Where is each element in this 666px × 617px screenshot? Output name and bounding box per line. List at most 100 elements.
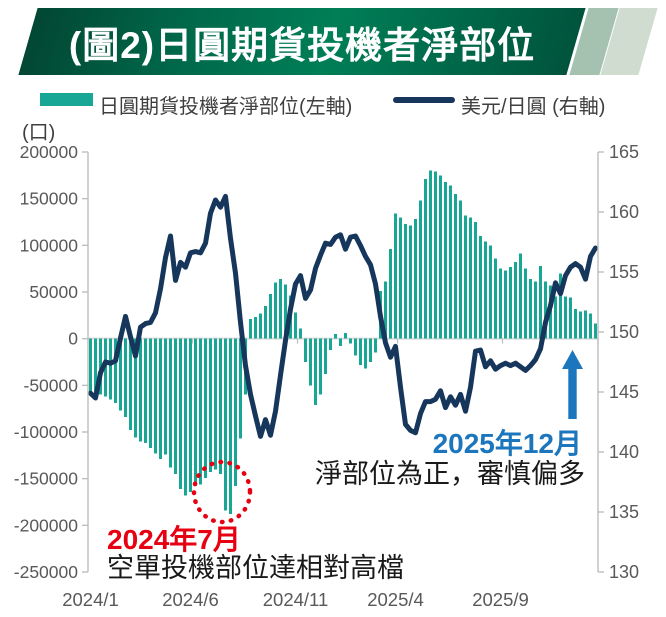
left-axis-unit-label: (口) — [22, 122, 56, 144]
right-axis-tick-label: 165 — [609, 142, 639, 162]
bar — [533, 281, 538, 339]
bar — [493, 258, 498, 339]
left-axis-tick-label: -50000 — [24, 375, 79, 395]
bar — [358, 338, 363, 365]
bar — [258, 313, 263, 339]
left-axis-tick-label: 200000 — [20, 142, 79, 162]
legend-line-swatch-icon — [393, 97, 455, 103]
bar — [443, 181, 448, 339]
bar — [518, 253, 523, 339]
bar — [198, 338, 203, 485]
bar — [498, 268, 503, 339]
bar — [248, 319, 253, 339]
x-axis-tick-label: 2024/11 — [263, 589, 329, 610]
annotation-blue-date: 2025年12月 — [432, 428, 582, 459]
right-axis-tick-label: 140 — [609, 442, 639, 462]
bar — [508, 266, 513, 339]
x-axis-tick-label: 2024/1 — [62, 589, 119, 610]
left-axis: 200000 150000 100000 50000 0 -50000 -100000 -15… — [14, 142, 89, 582]
bar — [398, 217, 403, 339]
right-axis-tick-label: 160 — [609, 202, 639, 222]
annotation-blue-text: 淨部位為正，審慎偏多 — [315, 459, 585, 489]
bar — [273, 282, 278, 339]
bar — [178, 338, 183, 489]
bar — [538, 265, 543, 339]
bar — [483, 241, 488, 339]
bar — [113, 338, 118, 404]
bar — [503, 270, 508, 339]
bar — [463, 215, 468, 339]
bar — [183, 338, 188, 496]
bar — [573, 308, 578, 339]
bar — [373, 338, 378, 353]
bar — [513, 262, 518, 339]
bar — [458, 200, 463, 339]
bar — [363, 338, 368, 369]
left-axis-tick-label: 150000 — [20, 189, 79, 209]
page-title: (圖2)日圓期貨投機者淨部位 — [68, 24, 536, 66]
bar — [168, 338, 173, 468]
bar — [133, 338, 138, 438]
bar — [138, 338, 143, 442]
bar — [283, 284, 288, 339]
bar — [583, 310, 588, 339]
bar — [448, 185, 453, 339]
left-axis-tick-label: 50000 — [29, 282, 78, 302]
bar — [438, 175, 443, 339]
bar — [123, 338, 128, 418]
bar — [298, 328, 303, 339]
bar — [323, 338, 328, 375]
bar — [413, 219, 418, 339]
legend-bar-swatch-icon — [40, 93, 93, 106]
bar — [93, 338, 98, 394]
bar — [523, 268, 528, 339]
bar — [528, 278, 533, 339]
bar — [188, 338, 193, 492]
right-axis-tick-label: 150 — [609, 322, 639, 342]
left-axis-tick-label: -250000 — [14, 562, 78, 582]
bar — [233, 338, 238, 487]
bar — [318, 338, 323, 395]
right-axis-tick-label: 145 — [609, 382, 639, 402]
left-axis-tick-label: -100000 — [14, 422, 78, 442]
annotation-red-text: 空單投機部位達相對高檔 — [107, 553, 404, 583]
legend-bar-label: 日圓期貨投機者淨部位(左軸) — [99, 96, 353, 118]
bar — [423, 179, 428, 339]
bar — [308, 338, 313, 386]
bar — [343, 333, 348, 339]
bar — [128, 338, 133, 431]
bar — [488, 245, 493, 339]
bar — [563, 296, 568, 339]
bar — [223, 338, 228, 511]
bar — [543, 281, 548, 339]
bar — [213, 338, 218, 470]
bar — [208, 338, 213, 473]
bar — [218, 338, 223, 474]
bar — [473, 222, 478, 339]
bar — [173, 338, 178, 474]
bar — [268, 293, 273, 339]
bar — [388, 249, 393, 339]
bar — [418, 200, 423, 339]
bar — [263, 306, 268, 339]
bar — [593, 323, 598, 339]
bar — [393, 213, 398, 339]
bar — [348, 338, 353, 344]
bar — [148, 338, 153, 448]
bar — [278, 278, 283, 339]
bar — [253, 317, 258, 339]
bar — [228, 338, 233, 515]
x-axis-labels: 2024/1 2024/6 2024/11 2025/4 2025/9 — [62, 338, 599, 610]
bar — [88, 338, 93, 392]
bar — [163, 338, 168, 455]
bar — [468, 217, 473, 339]
bar — [568, 297, 573, 339]
left-axis-tick-label: -150000 — [14, 469, 78, 489]
bar — [478, 236, 483, 339]
bar — [553, 296, 558, 339]
bar — [118, 338, 123, 411]
bar — [303, 338, 308, 362]
right-axis-tick-label: 135 — [609, 502, 639, 522]
